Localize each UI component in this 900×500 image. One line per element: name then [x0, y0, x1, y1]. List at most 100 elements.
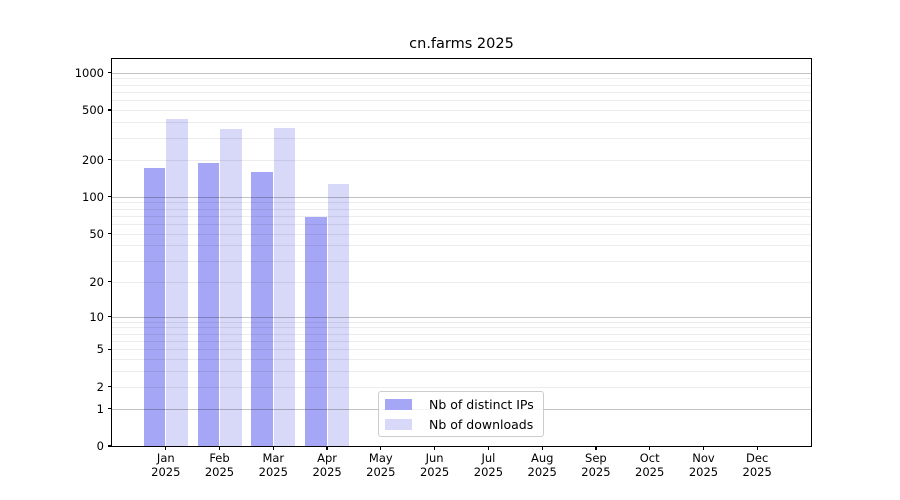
legend-swatch-downloads: [385, 418, 412, 430]
x-tick: [380, 446, 382, 450]
gridline-minor: [112, 340, 811, 342]
y-tick-label: 500: [82, 103, 104, 118]
y-tick: [107, 196, 112, 198]
bar-ips-feb: [197, 162, 219, 446]
x-tick-year: 2025: [581, 464, 611, 479]
legend-label-ips: Nb of distinct IPs: [429, 396, 534, 412]
x-tick-year: 2025: [151, 464, 181, 479]
x-tick-year: 2025: [312, 464, 342, 479]
gridline-minor: [112, 371, 811, 373]
x-tick-label: Aug 2025: [512, 451, 572, 479]
gridline-minor: [112, 233, 811, 235]
x-tick: [595, 446, 597, 450]
gridline-minor: [112, 215, 811, 217]
legend-row-ips: Nb of distinct IPs: [385, 397, 535, 412]
y-tick-label: 20: [89, 274, 104, 289]
legend-label-downloads: Nb of downloads: [429, 416, 534, 432]
y-tick-label: 0: [96, 439, 104, 453]
x-tick-month: Jul: [481, 451, 496, 465]
x-tick-month: Aug: [530, 451, 554, 465]
x-tick: [165, 446, 167, 450]
plot-area: [111, 58, 812, 447]
x-tick-label: Mar 2025: [243, 451, 303, 479]
x-tick: [541, 446, 543, 450]
y-tick-label: 2: [96, 379, 104, 394]
bar-ips-mar: [251, 172, 273, 446]
x-tick-month: Feb: [209, 451, 230, 465]
x-tick: [326, 446, 328, 450]
x-tick: [218, 446, 221, 450]
x-tick-year: 2025: [419, 464, 450, 479]
x-tick-year: 2025: [366, 464, 396, 479]
bar-downloads-jan: [166, 118, 188, 446]
x-tick-month: Nov: [692, 451, 715, 465]
y-tick: [107, 280, 112, 283]
gridline-minor: [112, 359, 811, 360]
gridline-minor: [112, 386, 811, 388]
gridline-minor: [112, 260, 811, 262]
bar-ips-jan: [143, 167, 166, 446]
y-tick: [107, 385, 112, 388]
x-tick-label: Feb 2025: [190, 451, 250, 479]
gridline-major: [112, 316, 811, 318]
x-tick-month: Apr: [317, 451, 338, 465]
x-tick: [702, 446, 705, 450]
x-tick-label: Oct 2025: [620, 451, 680, 479]
x-tick-label: Nov 2025: [674, 451, 734, 479]
gridline-minor: [112, 321, 811, 323]
gridline-minor: [112, 92, 811, 93]
x-tick-label: May 2025: [351, 451, 411, 479]
gridline-major: [112, 72, 811, 74]
gridline-minor: [112, 100, 811, 102]
x-tick-year: 2025: [742, 464, 772, 479]
y-tick: [107, 72, 112, 74]
gridline-minor: [112, 223, 811, 225]
bar-downloads-mar: [273, 128, 296, 446]
gridline-minor: [112, 202, 811, 204]
y-tick: [107, 348, 112, 350]
y-tick: [107, 232, 112, 235]
x-tick-year: 2025: [473, 464, 504, 479]
x-tick-month: Mar: [262, 451, 285, 465]
x-tick: [756, 446, 758, 450]
x-tick: [272, 446, 274, 450]
x-tick-year: 2025: [688, 464, 719, 479]
y-tick: [107, 407, 112, 410]
x-tick-month: Sep: [585, 451, 607, 465]
x-tick-label: Jan 2025: [136, 451, 196, 479]
x-tick-month: Jan: [156, 451, 175, 465]
x-tick-month: Oct: [639, 451, 660, 465]
y-tick: [107, 315, 112, 318]
gridline-minor: [112, 78, 811, 80]
gridline-minor: [112, 333, 811, 335]
gridline-minor: [112, 281, 811, 283]
y-tick-label: 1000: [74, 65, 104, 80]
y-tick: [107, 445, 112, 447]
x-tick-label: Jul 2025: [458, 451, 518, 479]
x-tick-year: 2025: [527, 464, 557, 479]
x-tick-month: Jun: [425, 451, 444, 465]
y-tick-label: 10: [89, 309, 104, 324]
x-tick-label: Sep 2025: [566, 451, 626, 479]
y-tick: [107, 109, 112, 111]
bar-downloads-feb: [220, 129, 242, 446]
x-tick-label: Dec 2025: [727, 451, 787, 479]
x-tick-label: Jun 2025: [405, 451, 465, 479]
gridline-minor: [112, 84, 811, 86]
gridline-minor: [112, 208, 811, 210]
x-tick: [433, 446, 436, 450]
gridline-major: [112, 196, 811, 198]
x-tick-year: 2025: [635, 464, 665, 479]
y-tick-label: 200: [82, 152, 104, 167]
y-tick-label: 5: [96, 342, 104, 357]
x-tick-year: 2025: [204, 464, 235, 479]
gridline-minor: [112, 349, 811, 351]
x-tick-year: 2025: [258, 464, 288, 479]
legend: Nb of distinct IPs Nb of downloads: [378, 391, 544, 437]
x-tick-month: Dec: [746, 451, 769, 465]
x-tick: [649, 446, 651, 450]
bar-ips-apr: [305, 217, 327, 446]
y-tick-label: 100: [82, 189, 104, 204]
x-tick: [487, 446, 490, 450]
